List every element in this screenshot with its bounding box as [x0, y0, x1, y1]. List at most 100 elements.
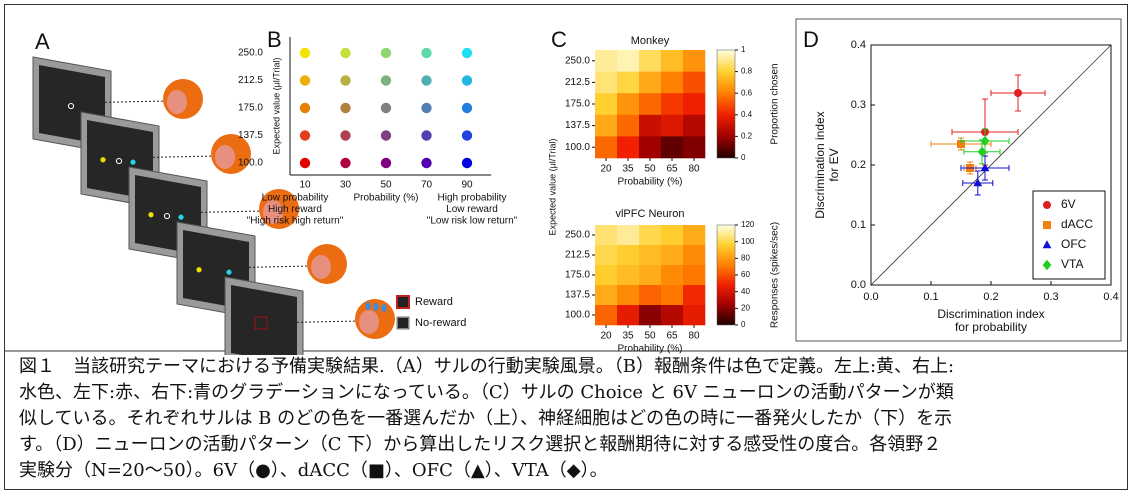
x-tick-label: 70 [421, 180, 433, 191]
reward-dot [300, 75, 310, 85]
colorbar-tick-label: 20 [741, 303, 750, 312]
behavior-illustration [33, 57, 395, 355]
caption-line: 実験分（N=20〜50）。6V（●）、dACC（■）、OFC（▲）、VTA（◆）… [19, 459, 608, 483]
stimulus [100, 157, 105, 162]
heat-cell [617, 93, 639, 115]
heat-cell [661, 225, 683, 245]
heat-cell [683, 115, 705, 137]
y-tick-label: 0.3 [851, 99, 866, 111]
y-axis-label: Discrimination index [813, 111, 827, 218]
heat-cell [661, 115, 683, 137]
reward-dot [421, 48, 431, 58]
y-tick-label: 175.0 [565, 99, 590, 110]
heat-cell [639, 225, 661, 245]
heat-cell [661, 72, 683, 94]
heat-cell [639, 93, 661, 115]
reward-dot [381, 75, 391, 85]
reward-dot [462, 103, 472, 113]
point [1014, 89, 1022, 97]
heat-cell [661, 50, 683, 72]
reward-dot [340, 103, 350, 113]
annotation: High reward [268, 204, 322, 215]
reward-dot [340, 75, 350, 85]
y-tick-label: 100.0 [565, 310, 590, 321]
x-tick-label: 10 [299, 180, 311, 191]
y-tick-label: 175.0 [238, 103, 263, 114]
y-tick-label: 0.4 [851, 39, 866, 51]
legend-text: Reward [415, 296, 453, 308]
heat-cell [617, 50, 639, 72]
reward-dot [462, 48, 472, 58]
heat-cell [661, 305, 683, 325]
x-tick-label: 0.1 [923, 291, 938, 303]
heat-cell [683, 50, 705, 72]
x-tick-label: 65 [666, 331, 678, 342]
y-tick-label: 137.5 [565, 120, 590, 131]
y-tick-label: 100.0 [238, 158, 263, 169]
legend-marker [1043, 201, 1051, 209]
figure: A B C D Reward No-reward 250.0212.5175.0… [4, 4, 1128, 490]
colorbar-tick-label: 40 [741, 287, 750, 296]
annotation: Low probability [262, 193, 329, 204]
heat-cell [595, 136, 617, 158]
stimulus [178, 215, 183, 220]
x-tick-label: 35 [622, 164, 634, 175]
heat-cell [617, 115, 639, 137]
x-tick-label: 65 [666, 164, 678, 175]
heat-cell [595, 245, 617, 265]
x-tick-label: 90 [461, 180, 473, 191]
x-tick-label: 35 [622, 331, 634, 342]
annotation: High probability [438, 193, 507, 204]
reward-dot [381, 158, 391, 168]
panel-d-frame [796, 19, 1121, 341]
y-tick-label: 212.5 [565, 77, 590, 88]
x-tick-label: 50 [644, 331, 656, 342]
x-tick-label: 50 [644, 164, 656, 175]
colorbar-tick-label: 0.8 [741, 67, 753, 76]
colorbar-label: Responses (spikes/sec) [770, 222, 781, 328]
y-axis-label: Expected value (μl/Trial) [547, 139, 557, 236]
monitor-screen [231, 285, 297, 355]
monkey-face [311, 255, 331, 279]
y-tick-label: 250.0 [565, 230, 590, 241]
heat-cell [595, 72, 617, 94]
x-axis-label: for probability [955, 320, 1027, 334]
y-tick-label: 137.5 [238, 130, 263, 141]
legend-text: No-reward [415, 317, 466, 329]
heat-cell [617, 72, 639, 94]
colorbar [717, 225, 735, 325]
heat-cell [617, 265, 639, 285]
x-tick-label: 50 [380, 180, 392, 191]
colorbar-tick-label: 1 [741, 45, 746, 54]
legend-label: VTA [1061, 257, 1083, 271]
colorbar-label: Proportion chosen [770, 63, 781, 144]
y-tick-label: 100.0 [565, 142, 590, 153]
caption-line: す。（D）ニューロンの活動パターン（C 下）から算出したリスク選択と報酬期待に対… [19, 433, 941, 457]
legend-label: 6V [1061, 197, 1076, 211]
y-tick-label: 137.5 [565, 290, 590, 301]
y-tick-label: 0.2 [851, 159, 866, 171]
reward-dot [381, 48, 391, 58]
water-drop [366, 302, 371, 310]
monkey-face [359, 310, 379, 334]
reward-dot [462, 75, 472, 85]
no-reward-icon [397, 317, 409, 329]
annotation: "High risk high return" [247, 216, 344, 227]
stimulus [196, 267, 201, 272]
reward-icon [397, 296, 409, 308]
x-tick-label: 0.3 [1043, 291, 1058, 303]
y-tick-label: 212.5 [565, 250, 590, 261]
x-tick-label: 80 [688, 331, 700, 342]
heat-cell [639, 50, 661, 72]
heat-cell [595, 225, 617, 245]
y-tick-label: 0.1 [851, 219, 866, 231]
stimulus [130, 160, 135, 165]
colorbar-tick-label: 100 [741, 237, 755, 246]
heat-cell [639, 285, 661, 305]
x-axis-label: Probability (%) [617, 177, 682, 188]
y-tick-label: 212.5 [238, 75, 263, 86]
heat-cell [617, 305, 639, 325]
x-tick-label: 20 [600, 331, 612, 342]
heat-cell [683, 93, 705, 115]
heat-cell [639, 305, 661, 325]
